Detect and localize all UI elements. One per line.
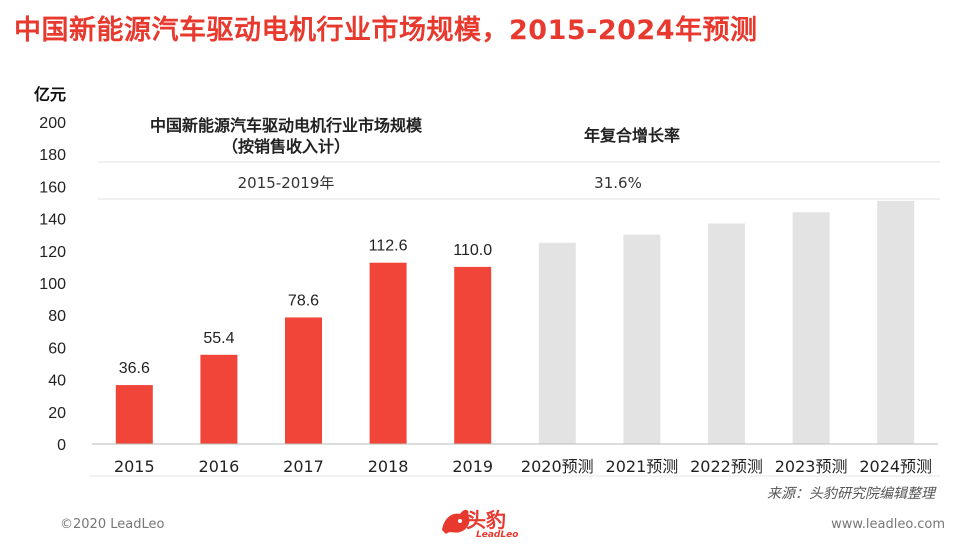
table-header-left-sub: （按销售收入计） [222,137,350,156]
x-tick-label: 2023预测 [775,457,848,476]
y-tick-label: 100 [39,276,66,293]
x-tick-label: 2016 [199,457,240,476]
bar-2023预测 [792,212,830,444]
logo-text: 头豹 [466,508,506,532]
x-tick-label: 2022预测 [690,457,763,476]
x-tick-label: 2018 [368,457,409,476]
bar-2020预测 [538,242,576,444]
table-header-left: 中国新能源汽车驱动电机行业市场规模 [150,116,423,135]
source-note: 来源：头豹研究院编辑整理 [767,486,935,502]
data-label-2017: 78.6 [288,292,319,309]
y-tick-label: 60 [48,340,66,357]
y-axis-label: 亿元 [34,85,66,104]
x-tick-label: 2019 [452,457,493,476]
data-label-2016: 55.4 [203,330,234,347]
data-label-2015: 36.6 [119,360,150,377]
bar-2022预测 [708,223,745,444]
y-axis-ticks: 0 20 40 60 80 100 120 140 160 180 200 [39,115,66,454]
y-tick-label: 20 [48,405,66,422]
logo-subtext: LeadLeo [476,530,519,540]
y-tick-label: 80 [48,308,66,325]
bar-2024预测 [877,200,915,444]
bar-2015 [115,385,153,444]
x-tick-label: 2021预测 [606,457,679,476]
x-tick-label: 2024预测 [859,457,932,476]
y-tick-label: 140 [39,212,66,229]
data-label-2019: 110.0 [453,242,492,259]
data-label-2018: 112.6 [369,238,408,255]
y-tick-label: 160 [39,179,66,196]
bars [115,200,915,444]
table-period: 2015-2019年 [238,174,335,192]
bar-2021预测 [623,234,661,444]
table-header-right: 年复合增长率 [584,126,680,145]
x-tick-label: 2020预测 [521,457,594,476]
bar-2018 [369,262,407,444]
bar-2017 [285,317,322,444]
bar-2016 [200,354,238,444]
y-tick-label: 120 [39,244,66,261]
y-tick-label: 0 [57,437,66,454]
x-tick-label: 2015 [114,457,155,476]
data-labels: 36.6 55.4 78.6 112.6 110.0 [119,238,492,377]
page-title: 中国新能源汽车驱动电机行业市场规模，2015-2024年预测 [14,15,758,46]
table-cagr: 31.6% [594,174,642,192]
cagr-table: 中国新能源汽车驱动电机行业市场规模 （按销售收入计） 年复合增长率 2015-2… [98,116,940,200]
y-tick-label: 40 [48,373,66,390]
y-tick-label: 200 [39,115,66,132]
y-tick-label: 180 [39,147,66,164]
bar-2019 [454,266,492,444]
x-axis-labels: 2015 2016 2017 2018 2019 2020预测 2021预测 2022预测 20… [114,457,932,476]
copyright: ©2020 LeadLeo [60,517,165,532]
website-url: www.leadleo.com [831,517,945,532]
leadleo-logo-icon [442,509,470,534]
x-tick-label: 2017 [283,457,324,476]
